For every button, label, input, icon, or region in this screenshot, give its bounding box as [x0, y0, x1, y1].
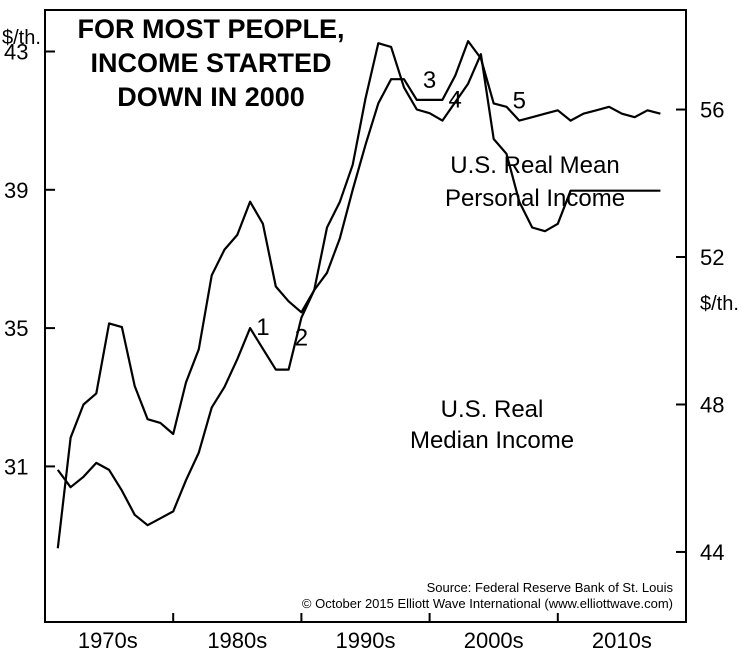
mean-label-line-1: U.S. Real Mean — [450, 152, 619, 179]
source-note: Source: Federal Reserve Bank of St. Loui… — [302, 580, 674, 611]
x-tick-label: 2000s — [464, 628, 524, 652]
title-line-2: INCOME STARTED — [91, 48, 332, 78]
left-tick-label: 43 — [4, 39, 28, 64]
right-tick-label: 56 — [700, 98, 724, 123]
wave-labels: 1 2 34 5 — [256, 67, 526, 352]
title-line-1: FOR MOST PEOPLE, — [77, 14, 344, 44]
median-label-line-1: U.S. Real — [441, 396, 544, 423]
right-tick-label: 44 — [700, 540, 724, 565]
wave-label-3: 3 — [423, 67, 436, 94]
wave-label-2: 2 — [295, 325, 308, 352]
left-tick-label: 35 — [4, 316, 28, 341]
x-axis-ticks: 1970s 1980s 1990s 2000s 2010s — [78, 613, 652, 652]
chart-title: FOR MOST PEOPLE, INCOME STARTED DOWN IN … — [77, 14, 344, 112]
median-series-label: U.S. Real Median Income — [410, 396, 574, 454]
x-tick-label: 1970s — [78, 628, 138, 652]
left-axis-unit: $/th. — [2, 27, 41, 49]
source-line-2: © October 2015 Elliott Wave Internationa… — [302, 596, 673, 611]
mean-series-label: U.S. Real Mean Personal Income — [445, 152, 625, 212]
right-axis-unit: $/th. — [700, 293, 739, 315]
x-tick-label: 2010s — [592, 628, 652, 652]
left-tick-label: 31 — [4, 454, 28, 479]
source-line-1: Source: Federal Reserve Bank of St. Loui… — [427, 580, 674, 595]
right-tick-label: 52 — [700, 245, 724, 270]
left-axis-ticks: 31 35 39 43 — [4, 39, 55, 479]
right-axis-ticks: 44 48 52 56 — [676, 98, 724, 565]
series-lines — [56, 39, 661, 549]
mean-label-line-2: Personal Income — [445, 185, 625, 212]
mean-income-line — [56, 39, 661, 527]
median-income-line — [56, 42, 661, 549]
wave-label-5: 5 — [513, 88, 526, 115]
left-tick-label: 39 — [4, 178, 28, 203]
wave-label-4: 4 — [449, 87, 462, 114]
median-label-line-2: Median Income — [410, 427, 574, 454]
x-tick-label: 1990s — [336, 628, 396, 652]
plot-frame — [44, 9, 687, 623]
wave-label-1: 1 — [256, 314, 269, 341]
title-line-3: DOWN IN 2000 — [117, 82, 305, 112]
right-tick-label: 48 — [700, 392, 724, 417]
x-tick-label: 1980s — [207, 628, 267, 652]
